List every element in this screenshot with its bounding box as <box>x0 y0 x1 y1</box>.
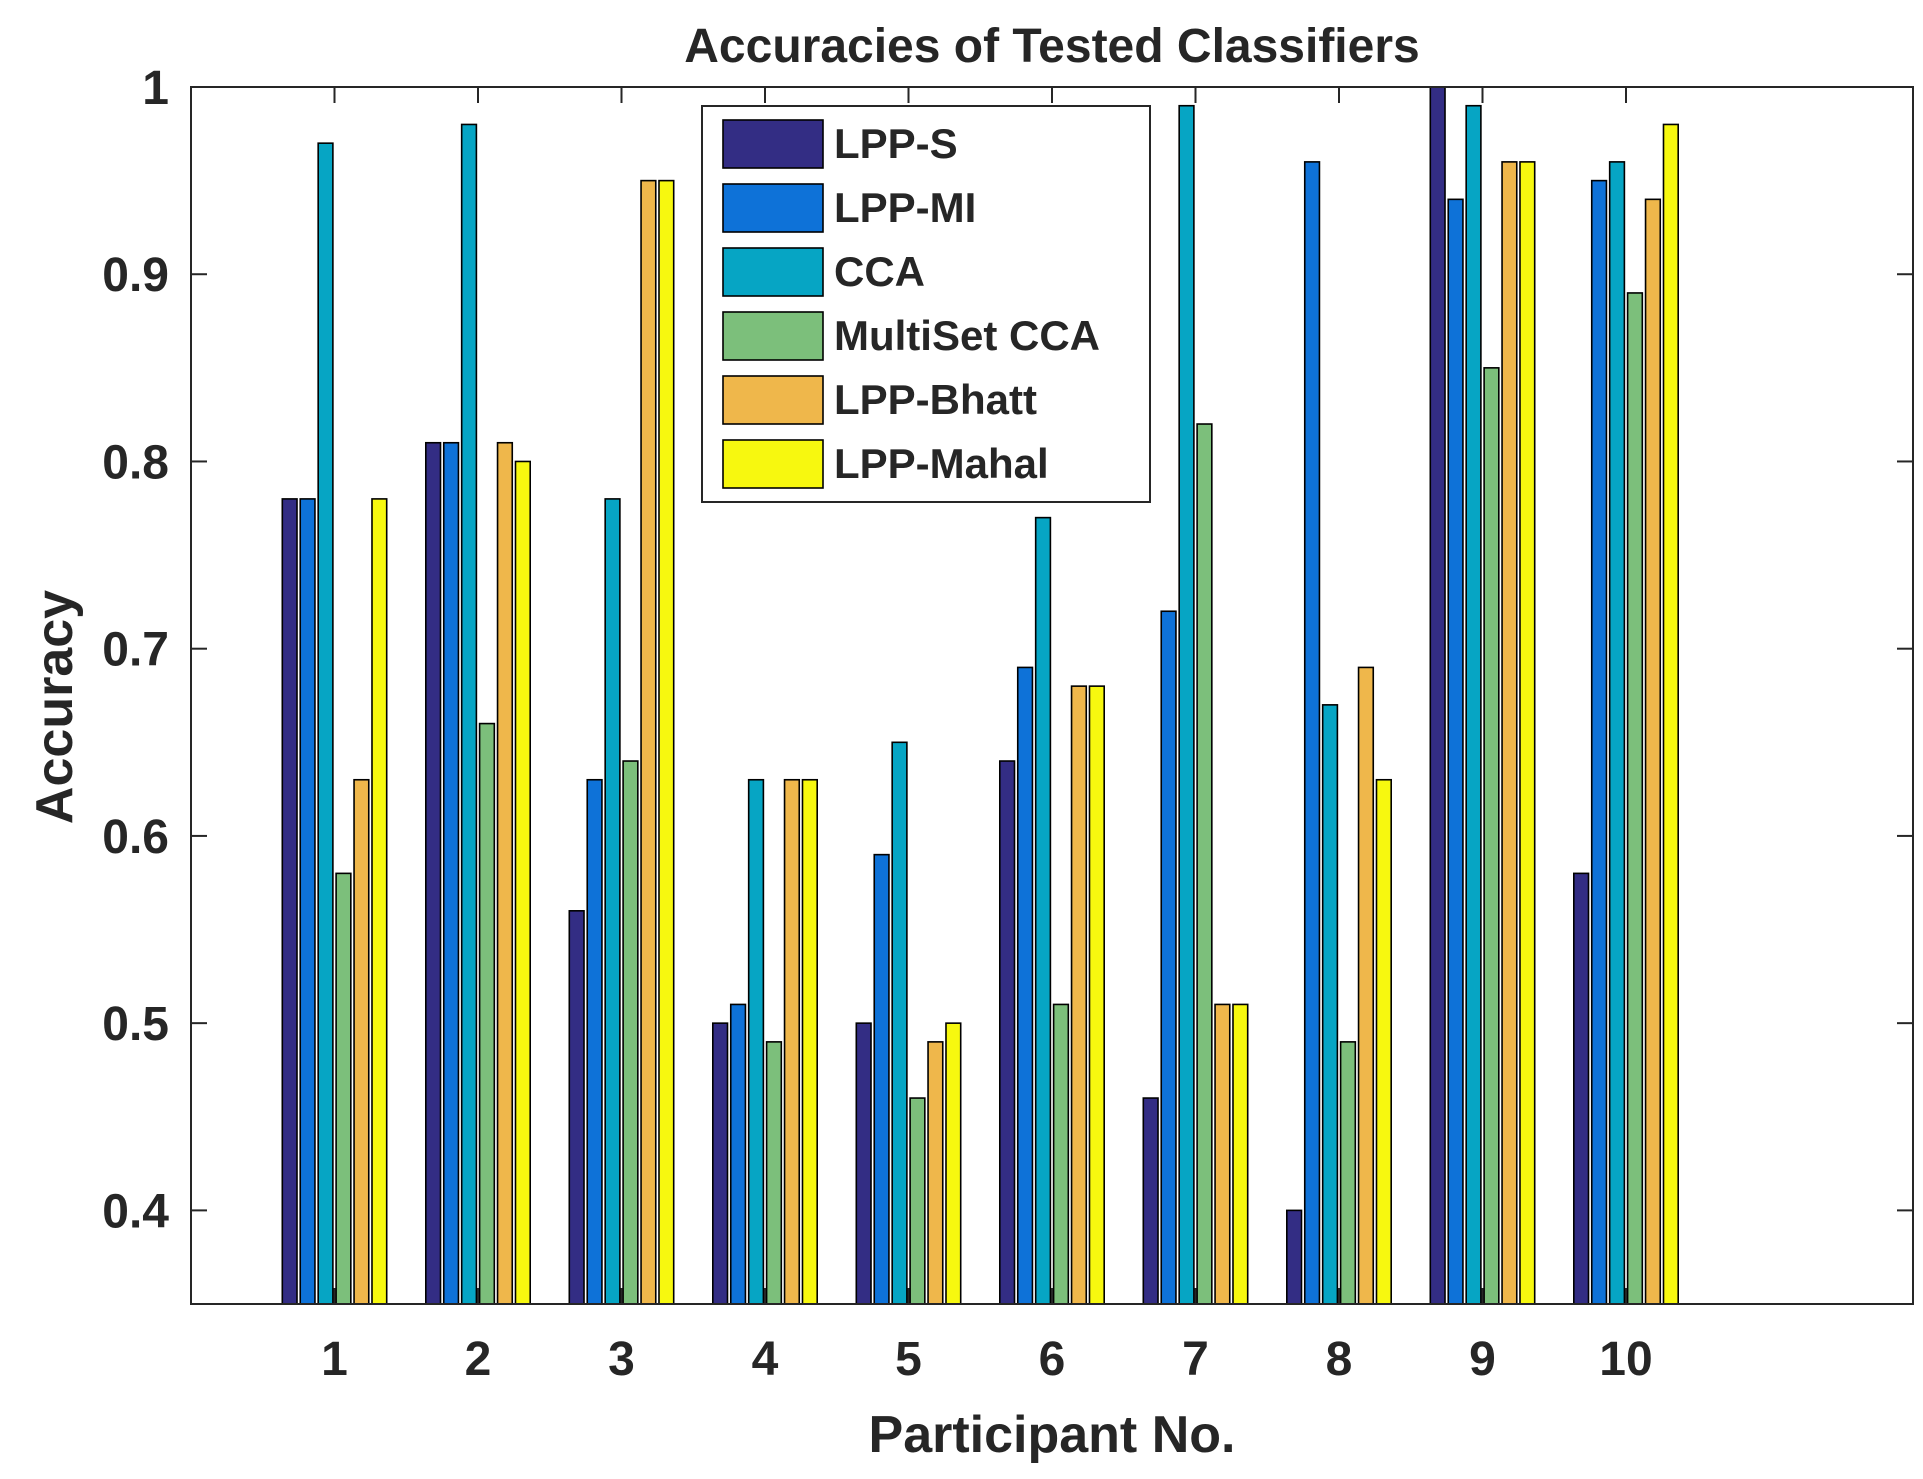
bar-lpp-mahal-participant-5 <box>945 1022 962 1305</box>
bar-lpp-s-participant-3 <box>568 910 585 1305</box>
bar-lpp-mi-participant-1 <box>299 498 316 1305</box>
bar-lpp-s-participant-4 <box>711 1022 729 1305</box>
x-tick-label: 1 <box>321 1333 348 1386</box>
bar-lpp-bhatt-participant-5 <box>927 1041 944 1305</box>
bar-lpp-bhatt-participant-7 <box>1214 1003 1231 1305</box>
bar-lpp-mi-participant-6 <box>1016 666 1034 1305</box>
legend-label-lpp-bhatt: LPP-Bhatt <box>834 376 1037 423</box>
bar-multiset-cca-participant-8 <box>1339 1041 1357 1305</box>
legend-swatch-lpp-s <box>722 119 824 169</box>
bar-lpp-s-participant-6 <box>998 760 1016 1305</box>
bar-lpp-mi-participant-8 <box>1303 161 1321 1305</box>
bar-cca-participant-1 <box>317 142 334 1305</box>
legend-label-multiset-cca: MultiSet CCA <box>834 312 1100 359</box>
bar-multiset-cca-participant-4 <box>765 1041 783 1305</box>
chart-title: Accuracies of Tested Classifiers <box>684 20 1419 73</box>
x-tick-label: 4 <box>752 1333 779 1386</box>
x-tick-label: 7 <box>1182 1333 1209 1386</box>
bar-multiset-cca-participant-2 <box>478 722 496 1305</box>
bar-lpp-mahal-participant-4 <box>801 778 818 1305</box>
bar-lpp-mi-participant-10 <box>1590 179 1608 1305</box>
x-tick-label: 10 <box>1599 1333 1652 1386</box>
bar-cca-participant-6 <box>1034 516 1052 1305</box>
bar-lpp-s-participant-10 <box>1573 872 1590 1305</box>
bar-lpp-bhatt-participant-1 <box>353 778 370 1305</box>
y-tick-label: 0.4 <box>102 1185 169 1238</box>
bar-lpp-mahal-participant-9 <box>1519 161 1536 1305</box>
bar-cca-participant-4 <box>747 778 765 1305</box>
x-tick-label: 8 <box>1326 1333 1353 1386</box>
bar-cca-participant-9 <box>1465 104 1482 1305</box>
bar-lpp-mahal-participant-10 <box>1662 123 1679 1305</box>
bar-lpp-s-participant-2 <box>424 441 442 1305</box>
bar-cca-participant-5 <box>891 741 908 1305</box>
legend-swatch-lpp-bhatt <box>722 375 824 425</box>
legend-label-lpp-mahal: LPP-Mahal <box>834 440 1049 487</box>
x-tick-label: 6 <box>1039 1333 1066 1386</box>
x-tick-label: 5 <box>895 1333 922 1386</box>
bar-lpp-s-participant-9 <box>1429 86 1446 1305</box>
bar-lpp-mahal-participant-3 <box>658 179 675 1305</box>
bar-lpp-mahal-participant-8 <box>1375 778 1392 1305</box>
bar-lpp-bhatt-participant-10 <box>1644 198 1662 1305</box>
bar-lpp-mahal-participant-7 <box>1232 1003 1249 1305</box>
bar-lpp-bhatt-participant-9 <box>1501 161 1518 1305</box>
bar-lpp-mi-participant-2 <box>442 441 460 1305</box>
x-axis-label: Participant No. <box>869 1406 1236 1464</box>
bar-lpp-s-participant-7 <box>1142 1097 1159 1305</box>
legend-box <box>701 105 1151 503</box>
bar-cca-participant-8 <box>1321 704 1339 1305</box>
bar-multiset-cca-participant-10 <box>1626 292 1644 1305</box>
bar-cca-participant-2 <box>460 123 478 1305</box>
y-axis-label: Accuracy <box>26 590 84 824</box>
bar-lpp-mahal-participant-6 <box>1088 685 1105 1305</box>
x-tick-label: 9 <box>1469 1333 1496 1386</box>
bar-lpp-mi-participant-3 <box>586 778 603 1305</box>
legend-swatch-lpp-mi <box>722 183 824 233</box>
legend-label-cca: CCA <box>834 248 925 295</box>
y-tick-label: 0.8 <box>102 436 169 489</box>
bar-multiset-cca-participant-5 <box>909 1097 926 1305</box>
x-tick-label: 2 <box>465 1333 492 1386</box>
legend-swatch-multiset-cca <box>722 311 824 361</box>
bar-lpp-mi-participant-7 <box>1160 610 1177 1305</box>
y-tick-label: 0.6 <box>102 811 169 864</box>
bar-multiset-cca-participant-6 <box>1052 1003 1070 1305</box>
bar-multiset-cca-participant-1 <box>335 872 352 1305</box>
legend-swatch-lpp-mahal <box>722 439 824 489</box>
bar-lpp-bhatt-participant-6 <box>1070 685 1088 1305</box>
legend-label-lpp-mi: LPP-MI <box>834 184 976 231</box>
bar-cca-participant-3 <box>604 498 621 1305</box>
bar-lpp-mahal-participant-1 <box>371 498 388 1305</box>
x-tick-label: 3 <box>608 1333 635 1386</box>
bar-multiset-cca-participant-9 <box>1483 367 1500 1305</box>
y-tick-label: 1 <box>142 62 169 115</box>
bar-cca-participant-7 <box>1178 104 1195 1305</box>
bar-multiset-cca-participant-3 <box>622 760 639 1305</box>
bar-lpp-mi-participant-9 <box>1447 198 1464 1305</box>
bar-lpp-mi-participant-4 <box>729 1003 747 1305</box>
bar-lpp-bhatt-participant-8 <box>1357 666 1375 1305</box>
bar-multiset-cca-participant-7 <box>1196 423 1213 1305</box>
bar-lpp-s-participant-5 <box>855 1022 872 1305</box>
bar-lpp-bhatt-participant-3 <box>640 179 657 1305</box>
legend-label-lpp-s: LPP-S <box>834 120 958 167</box>
legend-swatch-cca <box>722 247 824 297</box>
bar-lpp-mi-participant-5 <box>873 853 890 1305</box>
y-tick-label: 0.9 <box>102 249 169 302</box>
bar-cca-participant-10 <box>1608 161 1626 1305</box>
y-tick-label: 0.5 <box>102 998 169 1051</box>
y-tick-label: 0.7 <box>102 624 169 677</box>
bar-lpp-mahal-participant-2 <box>514 460 531 1305</box>
bar-lpp-s-participant-1 <box>281 498 298 1305</box>
bar-lpp-bhatt-participant-2 <box>496 441 514 1305</box>
bar-lpp-s-participant-8 <box>1286 1209 1303 1305</box>
bar-lpp-bhatt-participant-4 <box>783 778 801 1305</box>
